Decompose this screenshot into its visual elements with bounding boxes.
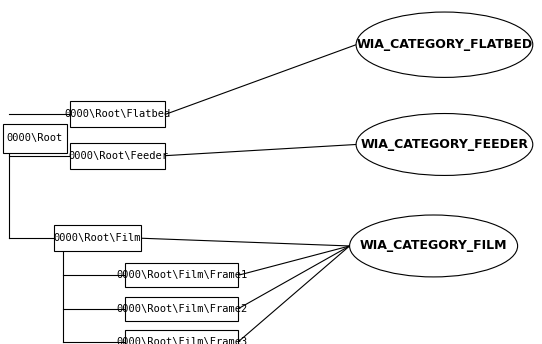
Text: 0000\Root\Film\Frame3: 0000\Root\Film\Frame3 (116, 336, 247, 344)
Ellipse shape (350, 215, 518, 277)
Text: 0000\Root\Film: 0000\Root\Film (54, 233, 141, 243)
Text: WIA_CATEGORY_FEEDER: WIA_CATEGORY_FEEDER (360, 138, 528, 151)
Ellipse shape (356, 114, 533, 175)
Text: 0000\Root\Film\Frame2: 0000\Root\Film\Frame2 (116, 303, 247, 314)
FancyBboxPatch shape (125, 297, 238, 321)
Text: 0000\Root: 0000\Root (7, 133, 63, 143)
Text: WIA_CATEGORY_FLATBED: WIA_CATEGORY_FLATBED (357, 38, 532, 51)
Text: 0000\Root\Flatbed: 0000\Root\Flatbed (64, 109, 171, 119)
Text: WIA_CATEGORY_FILM: WIA_CATEGORY_FILM (360, 239, 507, 252)
FancyBboxPatch shape (3, 124, 67, 153)
FancyBboxPatch shape (54, 225, 141, 251)
Text: 0000\Root\Feeder: 0000\Root\Feeder (68, 151, 168, 161)
Ellipse shape (356, 12, 533, 77)
FancyBboxPatch shape (70, 101, 165, 127)
FancyBboxPatch shape (125, 263, 238, 287)
FancyBboxPatch shape (125, 330, 238, 344)
Text: 0000\Root\Film\Frame1: 0000\Root\Film\Frame1 (116, 270, 247, 280)
FancyBboxPatch shape (70, 143, 165, 169)
